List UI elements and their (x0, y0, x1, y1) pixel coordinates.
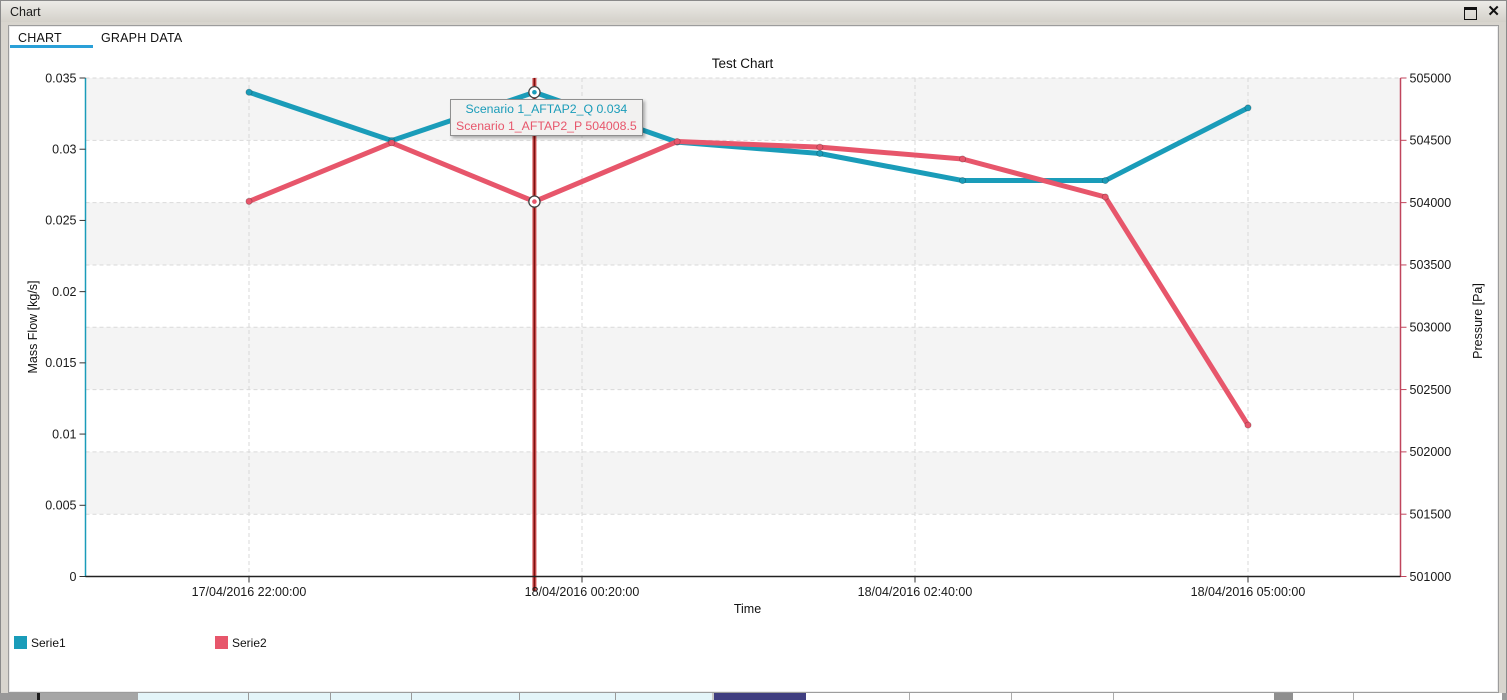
right-axis-tick-label: 504500 (1410, 134, 1452, 148)
strip-cell (330, 693, 331, 700)
strip-cell (806, 693, 909, 700)
series-line-serie2 (248, 139, 1251, 427)
series-line-serie1 (248, 89, 1250, 184)
tooltip-serie1-value: Scenario 1_AFTAP2_Q 0.034 (465, 102, 628, 116)
strip-cell (615, 693, 616, 700)
legend-label: Serie1 (31, 636, 66, 650)
data-point-serie2 (245, 197, 253, 205)
data-point-serie2 (388, 139, 396, 147)
strip-cell (248, 693, 249, 700)
legend-item-serie1[interactable]: Serie1 (14, 636, 66, 650)
data-point-serie2 (816, 143, 824, 151)
left-axis-tick-label: 0.005 (45, 499, 76, 513)
active-tab-underline (10, 45, 93, 48)
strip-cell (1114, 693, 1274, 700)
strip-cell (138, 693, 248, 700)
cursor-tooltip: Scenario 1_AFTAP2_Q 0.034 Scenario 1_AFT… (450, 99, 643, 136)
strip-cell (412, 693, 519, 700)
strip-cell (616, 693, 712, 700)
left-axis-tick-label: 0 (70, 570, 77, 584)
x-axis-title: Time (733, 602, 762, 616)
strip-cell (1502, 693, 1507, 700)
right-axis-tick-label: 505000 (1410, 71, 1452, 85)
right-axis-tick-label: 501000 (1410, 570, 1452, 584)
chart-title: Test Chart (711, 56, 774, 71)
strip-cell (712, 693, 714, 700)
left-axis-title: Mass Flow [kg/s] (26, 280, 40, 374)
window-title: Chart (10, 5, 41, 19)
strip-cell (909, 693, 910, 700)
plot-band (86, 514, 1400, 577)
cursor-marker-dot (532, 199, 537, 204)
x-axis-tick-label: 18/04/2016 00:20:00 (525, 585, 640, 599)
x-axis-tick-label: 17/04/2016 22:00:00 (192, 585, 307, 599)
x-axis-tick-label: 18/04/2016 05:00:00 (1191, 585, 1306, 599)
right-axis-tick-label: 503500 (1410, 258, 1452, 272)
data-point-serie1 (959, 177, 967, 185)
left-axis-tick-label: 0.015 (45, 356, 76, 370)
right-axis-tick-label: 502000 (1410, 445, 1452, 459)
strip-cell (714, 693, 806, 700)
strip-cell (910, 693, 1011, 700)
tooltip-serie2-value: Scenario 1_AFTAP2_P 504008.5 (456, 118, 637, 133)
strip-cell (37, 693, 40, 700)
strip-cell (1011, 693, 1012, 700)
legend-label: Serie2 (232, 636, 267, 650)
plot-band (86, 389, 1400, 452)
plot-band (86, 140, 1400, 203)
left-axis-tick-label: 0.02 (52, 285, 76, 299)
plot-band (86, 264, 1400, 328)
window-titlebar: Chart ✕ (1, 1, 1506, 22)
legend-item-serie2[interactable]: Serie2 (215, 636, 267, 650)
strip-cell (331, 693, 411, 700)
data-point-serie1 (245, 88, 253, 96)
left-axis-tick-label: 0.035 (45, 71, 76, 85)
left-axis-tick-label: 0.025 (45, 214, 76, 228)
plot-band (86, 327, 1400, 390)
maximize-icon[interactable] (1464, 7, 1477, 20)
plot-band (86, 451, 1400, 515)
strip-cell (520, 693, 615, 700)
strip-cell (1293, 693, 1353, 700)
serie1-swatch-icon (14, 636, 27, 649)
left-axis-tick-label: 0.01 (52, 427, 76, 441)
close-icon[interactable]: ✕ (1487, 3, 1500, 20)
data-point-serie2 (1101, 193, 1109, 201)
strip-cell (1353, 693, 1354, 700)
right-axis-tick-label: 501500 (1410, 507, 1452, 521)
right-axis-tick-label: 503000 (1410, 321, 1452, 335)
tab-graph-data[interactable]: GRAPH DATA (101, 31, 183, 45)
tab-chart[interactable]: CHART (18, 31, 62, 45)
background-app-strip (0, 693, 1507, 700)
x-axis-tick-label: 18/04/2016 02:40:00 (858, 585, 973, 599)
data-point-serie2 (959, 155, 967, 163)
data-point-serie1 (1101, 177, 1109, 185)
right-axis-title: Pressure [Pa] (1471, 283, 1485, 359)
strip-cell (1113, 693, 1114, 700)
data-point-serie1 (1244, 104, 1252, 112)
strip-cell (0, 693, 37, 700)
strip-cell (1012, 693, 1113, 700)
right-axis-tick-label: 502500 (1410, 383, 1452, 397)
data-point-serie2 (1244, 421, 1252, 429)
right-axis-tick-label: 504000 (1410, 196, 1452, 210)
left-axis-tick-label: 0.03 (52, 143, 76, 157)
strip-cell (519, 693, 520, 700)
data-point-serie2 (673, 138, 681, 146)
strip-cell (1354, 693, 1502, 700)
data-point-serie1 (816, 149, 824, 157)
strip-cell (40, 693, 138, 700)
plot-band (86, 202, 1400, 265)
strip-cell (411, 693, 412, 700)
strip-cell (249, 693, 330, 700)
serie2-swatch-icon (215, 636, 228, 649)
strip-cell (1274, 693, 1293, 700)
cursor-marker-dot (532, 89, 537, 95)
